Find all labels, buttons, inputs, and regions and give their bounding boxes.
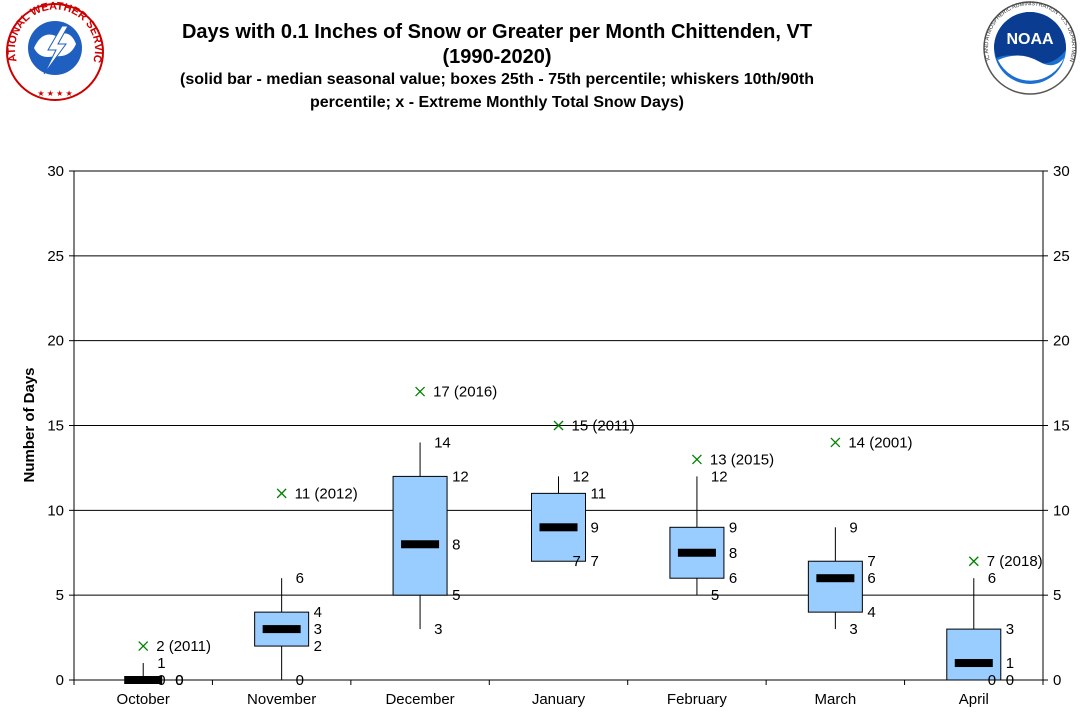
extreme-marker-stroke [138, 641, 149, 652]
y-tick-label-right: 30 [1053, 163, 1070, 180]
extreme-marker-april [968, 556, 979, 567]
p90-label-march: 9 [849, 519, 857, 536]
p90-label-february: 12 [711, 468, 728, 485]
p10-label-january: 7 [573, 553, 581, 570]
median-label-march: 6 [867, 570, 875, 587]
nws-logo: NATIONAL WEATHER SERVICE ★ ★ ★ ★ [0, 0, 104, 101]
median-bar-december [401, 540, 440, 549]
p75-label-december: 12 [452, 468, 469, 485]
extreme-label-march: 14 (2001) [848, 434, 912, 451]
extreme-marker-october [138, 641, 149, 652]
chart-subtitle-line2: percentile; x - Extreme Monthly Total Sn… [310, 94, 684, 111]
box-march [807, 560, 863, 613]
p10-label-october: 0 [157, 672, 165, 689]
extreme-marker-march [830, 437, 841, 448]
median-label-november: 3 [314, 621, 322, 638]
x-category-label-january: January [532, 691, 586, 708]
median-bar-october [124, 676, 163, 684]
extreme-label-april: 7 (2018) [987, 553, 1043, 570]
median-label-january: 9 [591, 519, 599, 536]
noaa-logo-text: NOAA [1006, 31, 1054, 48]
p75-label-february: 9 [729, 519, 737, 536]
extreme-marker-stroke [553, 420, 564, 431]
chart-title: Days with 0.1 Inches of Snow or Greater … [182, 21, 812, 43]
box-april [946, 628, 1002, 681]
p25-label-october: 0 [175, 672, 183, 689]
p10-label-april: 0 [988, 672, 996, 689]
y-tick-label-right: 10 [1053, 502, 1070, 519]
x-category-label-february: February [667, 691, 728, 708]
p90-label-january: 12 [573, 468, 590, 485]
median-bar-april [954, 659, 993, 668]
y-tick-label-right: 0 [1053, 672, 1061, 689]
p90-label-april: 6 [988, 570, 996, 587]
x-category-label-november: November [247, 691, 316, 708]
chart-title-years: (1990-2020) [443, 46, 552, 68]
p75-label-march: 7 [867, 553, 875, 570]
extreme-marker-stroke [415, 386, 426, 397]
svg-text:★ ★ ★ ★: ★ ★ ★ ★ [37, 89, 72, 98]
extreme-marker-stroke [830, 437, 841, 448]
extreme-marker-stroke [691, 454, 702, 465]
p90-label-october: 1 [157, 655, 165, 672]
y-tick-label-right: 20 [1053, 333, 1070, 350]
p10-label-november: 0 [296, 672, 304, 689]
extreme-marker-december [415, 386, 426, 397]
extreme-marker-january [553, 420, 564, 431]
extreme-marker-stroke [968, 556, 979, 567]
p25-label-february: 6 [729, 570, 737, 587]
y-tick-label-left: 10 [47, 502, 64, 519]
y-tick-label-left: 5 [56, 587, 64, 604]
x-category-label-april: April [959, 691, 989, 708]
p25-label-april: 0 [1006, 672, 1014, 689]
median-label-february: 8 [729, 545, 737, 562]
box-december [392, 475, 448, 596]
chart-subtitle-line1: (solid bar - median seasonal value; boxe… [180, 71, 814, 88]
extreme-marker-february [691, 454, 702, 465]
median-label-october: 0 [175, 672, 183, 689]
median-label-december: 8 [452, 536, 460, 553]
extreme-label-october: 2 (2011) [156, 638, 211, 655]
p75-label-april: 3 [1006, 621, 1014, 638]
p10-label-march: 3 [849, 621, 857, 638]
extreme-label-november: 11 (2012) [295, 485, 358, 502]
y-tick-label-right: 5 [1053, 587, 1061, 604]
p25-label-december: 5 [452, 587, 460, 604]
p90-label-december: 14 [434, 434, 451, 451]
extreme-label-january: 15 (2011) [572, 418, 635, 435]
extreme-marker-stroke [276, 488, 287, 499]
y-axis-title: Number of Days [21, 367, 38, 482]
p75-label-october: 0 [175, 672, 183, 689]
y-tick-label-left: 30 [47, 163, 64, 180]
p10-label-february: 5 [711, 587, 719, 604]
y-tick-label-right: 25 [1053, 248, 1070, 265]
median-bar-january [539, 523, 578, 532]
x-category-label-october: October [117, 691, 170, 708]
extreme-marker-november [276, 488, 287, 499]
median-label-april: 1 [1006, 655, 1014, 672]
y-tick-label-left: 0 [56, 672, 64, 689]
median-bar-november [262, 625, 301, 634]
median-bar-february [677, 548, 716, 557]
p75-label-january: 11 [591, 485, 607, 502]
y-tick-label-left: 25 [47, 248, 64, 265]
y-tick-label-left: 15 [47, 418, 64, 435]
p75-label-november: 4 [314, 604, 322, 621]
y-tick-label-left: 20 [47, 333, 64, 350]
p25-label-november: 2 [314, 638, 322, 655]
x-category-label-march: March [815, 691, 857, 708]
p25-label-january: 7 [591, 553, 599, 570]
p90-label-november: 6 [296, 570, 304, 587]
median-bar-march [816, 574, 855, 583]
extreme-label-december: 17 (2016) [433, 384, 497, 401]
p25-label-march: 4 [867, 604, 875, 621]
p10-label-december: 3 [434, 621, 442, 638]
y-tick-label-right: 15 [1053, 418, 1070, 435]
extreme-label-february: 13 (2015) [710, 451, 774, 468]
x-category-label-december: December [385, 691, 454, 708]
